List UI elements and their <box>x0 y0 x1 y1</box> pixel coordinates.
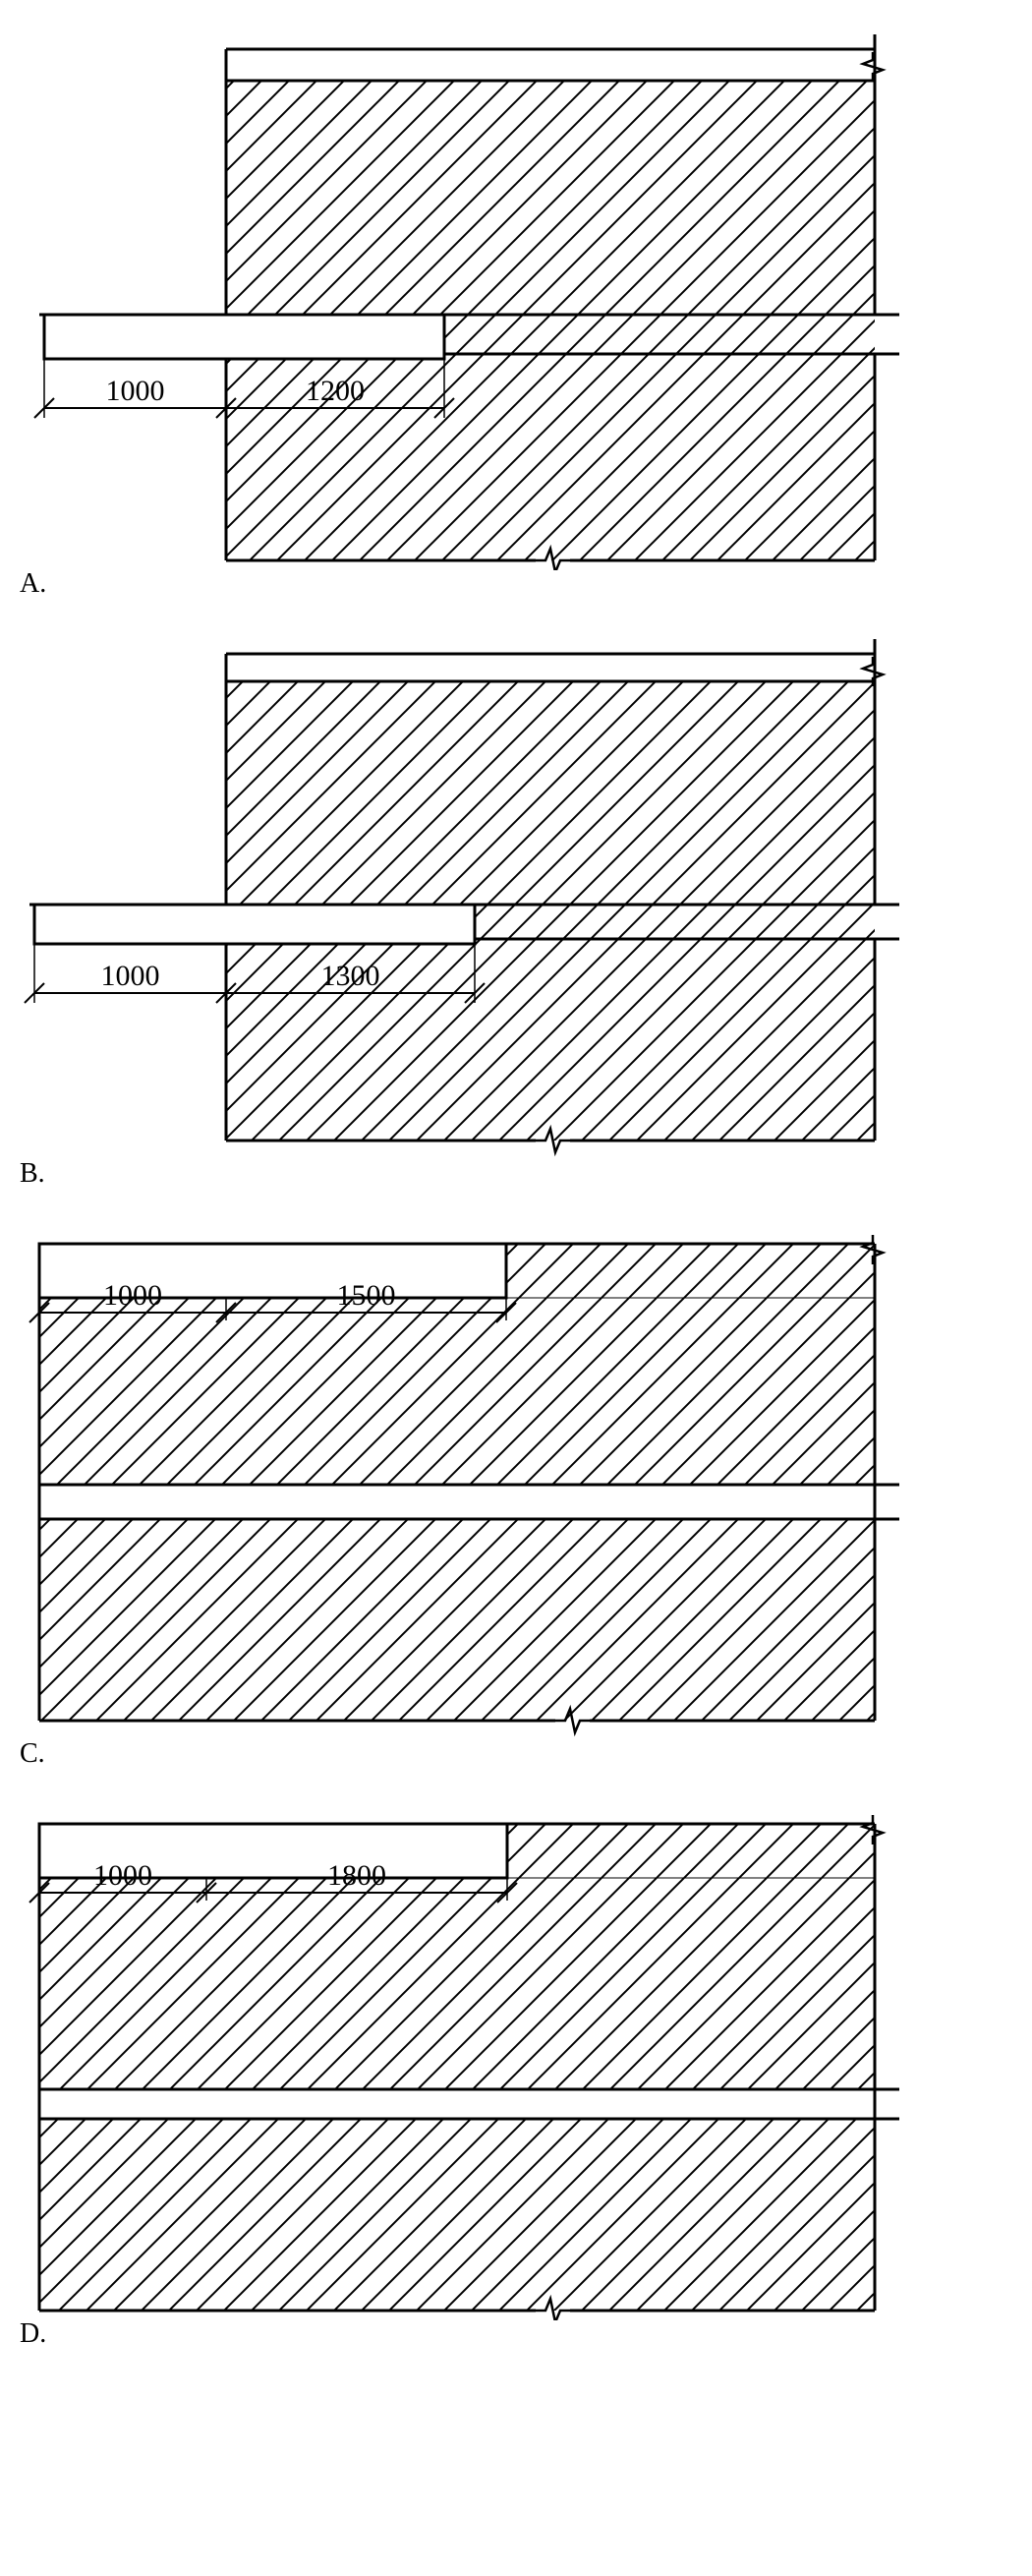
option-A: 10001200A. <box>20 20 1012 570</box>
dim-right-text: 1500 <box>337 1279 396 1312</box>
dim-right-text: 1200 <box>306 375 365 407</box>
option-label-D: D. <box>20 2318 46 2350</box>
dim-left-text: 1000 <box>93 1859 152 1892</box>
dim-right-text: 1300 <box>321 960 380 992</box>
dim-left-text: 1000 <box>103 1279 162 1312</box>
dim-left-text: 1000 <box>101 960 160 992</box>
option-D: 10001800D. <box>20 1799 1012 2320</box>
option-label-A: A. <box>20 568 46 600</box>
dim-left-text: 1000 <box>106 375 165 407</box>
option-label-C: C. <box>20 1738 45 1770</box>
option-label-B: B. <box>20 1158 45 1190</box>
option-C: 10001500C. <box>20 1219 1012 1740</box>
option-B: 10001300B. <box>20 629 1012 1160</box>
dim-right-text: 1800 <box>327 1859 386 1892</box>
